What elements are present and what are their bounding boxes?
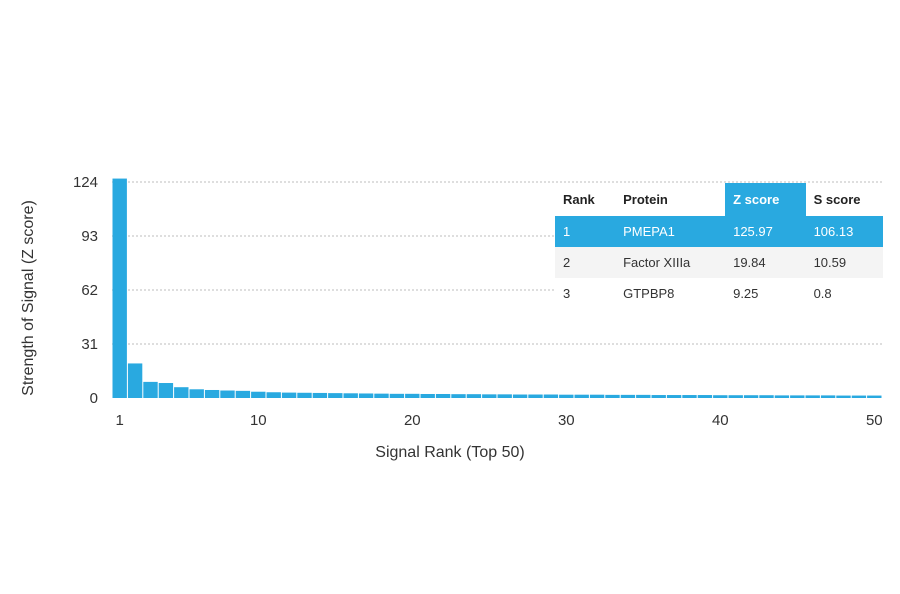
x-tick-label: 30	[558, 412, 575, 429]
table-row: 2 Factor XIIIa 19.84 10.59	[555, 247, 883, 278]
bar	[574, 394, 589, 398]
bar	[790, 395, 805, 398]
x-tick-label: 10	[250, 412, 267, 429]
cell-sscore: 10.59	[805, 247, 883, 278]
top-proteins-table: Rank Protein Z score S score 1 PMEPA1 12…	[555, 183, 883, 309]
table-row: 1 PMEPA1 125.97 106.13	[555, 216, 883, 247]
bar	[358, 393, 374, 398]
bar	[143, 381, 158, 398]
bar	[697, 395, 713, 398]
cell-protein: GTPBP8	[623, 286, 675, 301]
cell-rank: 2	[555, 247, 616, 278]
bar	[451, 394, 466, 398]
bar	[328, 393, 343, 398]
bar	[867, 395, 882, 398]
cell-rank: 1	[555, 216, 616, 247]
col-rank-header: Rank	[563, 192, 595, 207]
x-tick-label: 50	[866, 412, 883, 429]
y-tick-label: 124	[73, 174, 98, 191]
bar	[543, 394, 559, 398]
y-tick-label: 31	[81, 336, 98, 353]
x-axis-label: Signal Rank (Top 50)	[375, 444, 524, 461]
bar	[204, 389, 220, 398]
x-tick-label: 1	[116, 412, 124, 429]
bar-series	[112, 178, 882, 398]
col-sscore-header: S score	[813, 192, 861, 207]
bar	[297, 392, 312, 398]
bar	[389, 393, 405, 398]
cell-rank: 3	[563, 286, 571, 301]
bar	[836, 395, 851, 398]
cell-zscore: 19.84	[725, 247, 806, 278]
bar	[666, 395, 682, 398]
bar	[343, 393, 358, 398]
y-axis-label: Strength of Signal (Z score)	[20, 200, 37, 396]
bar	[281, 392, 297, 398]
bar	[466, 394, 482, 398]
cell-sscore: 106.13	[805, 216, 883, 247]
x-tick-label: 40	[712, 412, 729, 429]
y-axis-ticks: 124 93 62 31 0	[73, 174, 98, 407]
col-protein-header: Protein	[623, 192, 668, 207]
y-tick-label: 0	[90, 390, 98, 407]
bar	[174, 387, 189, 398]
bar	[497, 394, 512, 398]
bar	[820, 395, 836, 398]
bar	[605, 394, 620, 398]
bar	[759, 395, 774, 398]
cell-sscore: 0.8	[813, 286, 832, 301]
bar	[512, 394, 528, 398]
bar	[405, 393, 420, 398]
x-axis-ticks: 1 10 20 30 40 50	[116, 412, 883, 429]
table-row: 3 GTPBP8 9.25 0.8	[555, 278, 883, 309]
bar	[774, 395, 790, 398]
table-header-row: Rank Protein Z score S score	[555, 183, 883, 216]
bar	[374, 393, 389, 398]
bar	[420, 393, 435, 398]
bar	[127, 363, 143, 398]
y-tick-label: 62	[81, 282, 98, 299]
bar	[743, 395, 759, 398]
bar	[589, 394, 605, 398]
bar	[559, 394, 574, 398]
col-zscore-header: Z score	[725, 183, 806, 216]
bar	[528, 394, 543, 398]
bar	[266, 392, 281, 398]
bar	[312, 392, 328, 398]
bar	[112, 178, 127, 398]
bar	[682, 395, 697, 398]
cell-protein: Factor XIIIa	[615, 247, 726, 278]
x-tick-label: 20	[404, 412, 421, 429]
bar	[636, 394, 651, 398]
bar	[235, 390, 251, 398]
bar	[713, 395, 728, 398]
bar	[805, 395, 820, 398]
cell-zscore: 9.25	[733, 286, 759, 301]
cell-zscore: 125.97	[725, 216, 806, 247]
cell-protein: PMEPA1	[615, 216, 726, 247]
bar	[482, 394, 497, 398]
bar	[851, 395, 867, 398]
bar	[651, 395, 666, 398]
bar	[251, 391, 266, 398]
bar	[158, 383, 174, 398]
bar	[435, 393, 451, 398]
bar	[620, 394, 636, 398]
bar	[220, 390, 235, 398]
bar	[728, 395, 743, 398]
bar	[189, 389, 204, 398]
y-tick-label: 93	[81, 228, 98, 245]
